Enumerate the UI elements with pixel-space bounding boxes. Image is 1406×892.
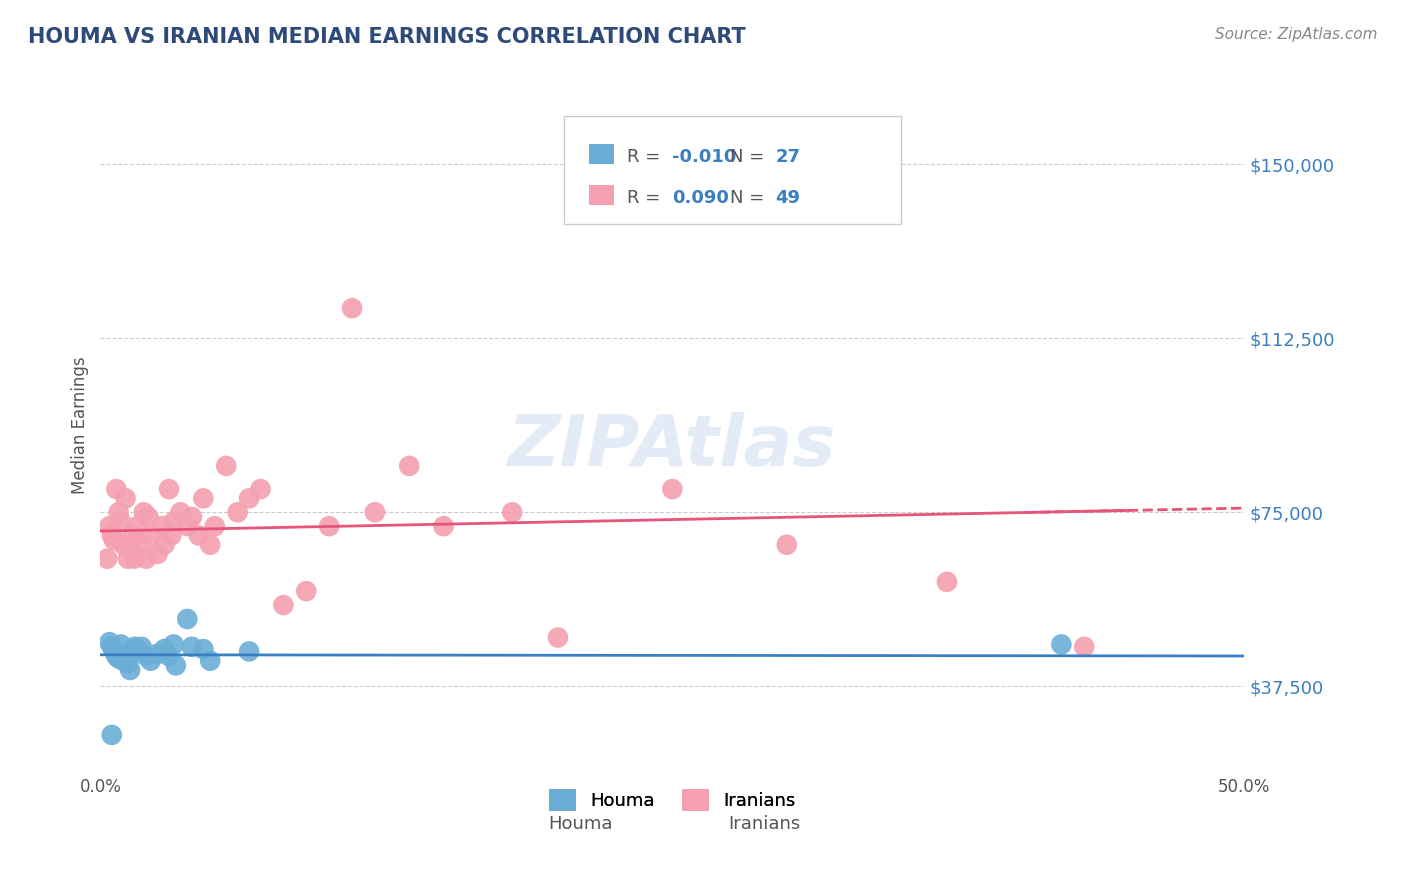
Point	[139, 528, 162, 542]
Point	[105, 649, 128, 664]
Point	[125, 519, 148, 533]
Point	[124, 640, 146, 654]
Point	[98, 519, 121, 533]
Point	[105, 482, 128, 496]
Point	[162, 515, 184, 529]
Point	[107, 651, 129, 665]
Point	[169, 505, 191, 519]
Point	[125, 642, 148, 657]
Point	[364, 505, 387, 519]
Point	[1073, 640, 1095, 654]
Point	[176, 612, 198, 626]
Point	[107, 505, 129, 519]
Point	[180, 510, 202, 524]
Point	[121, 528, 143, 542]
Point	[318, 519, 340, 533]
Text: 0.090: 0.090	[672, 189, 730, 207]
Point	[110, 638, 132, 652]
Point	[131, 640, 153, 654]
Point	[204, 519, 226, 533]
Point	[139, 654, 162, 668]
Text: -0.010: -0.010	[672, 148, 737, 166]
Point	[117, 551, 139, 566]
Point	[238, 491, 260, 506]
Point	[198, 538, 221, 552]
Point	[162, 638, 184, 652]
Point	[131, 538, 153, 552]
Point	[193, 642, 215, 657]
Point	[101, 640, 124, 654]
Point	[661, 482, 683, 496]
Point	[193, 491, 215, 506]
Point	[96, 551, 118, 566]
Point	[114, 647, 136, 661]
Point	[180, 640, 202, 654]
Point	[146, 647, 169, 661]
Point	[1050, 638, 1073, 652]
Point	[112, 538, 135, 552]
Point	[936, 574, 959, 589]
Point	[132, 505, 155, 519]
Point	[146, 547, 169, 561]
Point	[501, 505, 523, 519]
Text: Houma: Houma	[548, 815, 613, 833]
Point	[138, 510, 160, 524]
Point	[110, 515, 132, 529]
Point	[103, 644, 125, 658]
Text: HOUMA VS IRANIAN MEDIAN EARNINGS CORRELATION CHART: HOUMA VS IRANIAN MEDIAN EARNINGS CORRELA…	[28, 27, 745, 46]
Point	[176, 519, 198, 533]
Point	[249, 482, 271, 496]
Point	[238, 644, 260, 658]
Point	[198, 654, 221, 668]
Point	[135, 649, 157, 664]
Point	[187, 528, 209, 542]
Text: ZIPAtlas: ZIPAtlas	[508, 412, 837, 481]
Point	[124, 551, 146, 566]
Point	[295, 584, 318, 599]
Point	[98, 635, 121, 649]
Text: Iranians: Iranians	[728, 815, 800, 833]
FancyBboxPatch shape	[589, 186, 614, 205]
Text: Source: ZipAtlas.com: Source: ZipAtlas.com	[1215, 27, 1378, 42]
Point	[150, 519, 173, 533]
Point	[165, 658, 187, 673]
Point	[101, 728, 124, 742]
Text: R =: R =	[627, 189, 665, 207]
Point	[153, 538, 176, 552]
FancyBboxPatch shape	[589, 144, 614, 164]
Point	[120, 538, 142, 552]
Point	[157, 649, 180, 664]
Point	[215, 458, 238, 473]
Point	[226, 505, 249, 519]
Text: N =: N =	[730, 189, 769, 207]
Point	[432, 519, 454, 533]
Point	[103, 533, 125, 548]
Text: 49: 49	[775, 189, 800, 207]
Point	[120, 663, 142, 677]
Point	[160, 528, 183, 542]
Y-axis label: Median Earnings: Median Earnings	[72, 357, 89, 494]
Point	[117, 656, 139, 670]
Point	[153, 642, 176, 657]
Point	[547, 631, 569, 645]
Point	[340, 301, 363, 316]
Point	[114, 491, 136, 506]
Text: 27: 27	[775, 148, 800, 166]
Point	[157, 482, 180, 496]
Point	[398, 458, 420, 473]
Point	[776, 538, 799, 552]
FancyBboxPatch shape	[564, 116, 901, 224]
Legend: Houma, Iranians: Houma, Iranians	[540, 780, 804, 820]
Point	[135, 551, 157, 566]
Point	[101, 528, 124, 542]
Point	[112, 654, 135, 668]
Text: R =: R =	[627, 148, 665, 166]
Point	[273, 598, 295, 612]
Text: N =: N =	[730, 148, 769, 166]
